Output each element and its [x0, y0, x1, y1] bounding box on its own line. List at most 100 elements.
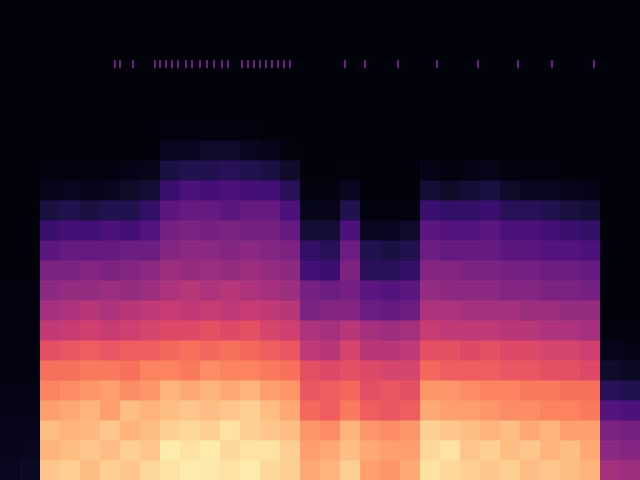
- cell: [480, 280, 501, 301]
- cell: [320, 380, 341, 401]
- cell: [420, 140, 441, 161]
- cell: [400, 160, 421, 181]
- cell: [420, 220, 441, 241]
- cell: [200, 200, 221, 221]
- chart: [0, 0, 640, 480]
- cell: [60, 180, 81, 201]
- cell: [580, 260, 601, 281]
- cell: [160, 140, 181, 161]
- cell: [360, 460, 381, 480]
- cell: [420, 400, 441, 421]
- cell: [280, 400, 301, 421]
- cell: [200, 420, 221, 441]
- cell: [420, 100, 441, 121]
- cell: [40, 400, 61, 421]
- cell: [220, 460, 241, 480]
- cell: [520, 180, 541, 201]
- cell: [360, 220, 381, 241]
- cell: [280, 440, 301, 461]
- cell: [140, 340, 161, 361]
- cell: [520, 440, 541, 461]
- cell: [0, 160, 21, 181]
- cell: [200, 300, 221, 321]
- onset-marker: [191, 60, 193, 68]
- cell: [340, 460, 361, 480]
- cell: [0, 280, 21, 301]
- cell: [60, 20, 81, 41]
- cell: [300, 240, 321, 261]
- cell: [500, 360, 521, 381]
- cell: [520, 260, 541, 281]
- cell: [300, 140, 321, 161]
- cell: [560, 400, 581, 421]
- cell: [440, 300, 461, 321]
- cell: [260, 80, 281, 101]
- cell: [620, 40, 640, 61]
- cell: [300, 300, 321, 321]
- cell: [380, 240, 401, 261]
- cell: [60, 220, 81, 241]
- cell: [260, 180, 281, 201]
- cell: [100, 280, 121, 301]
- cell: [460, 20, 481, 41]
- cell: [400, 100, 421, 121]
- cell: [80, 340, 101, 361]
- cell: [300, 340, 321, 361]
- onset-marker: [364, 60, 366, 68]
- onset-marker: [344, 60, 346, 68]
- cell: [220, 240, 241, 261]
- onset-marker: [265, 60, 267, 68]
- cell: [120, 240, 141, 261]
- cell: [240, 400, 261, 421]
- cell: [540, 180, 561, 201]
- cell: [440, 380, 461, 401]
- cell: [320, 340, 341, 361]
- cell: [120, 100, 141, 121]
- cell: [320, 140, 341, 161]
- cell: [180, 140, 201, 161]
- cell: [160, 20, 181, 41]
- cell: [0, 460, 21, 480]
- cell: [280, 460, 301, 480]
- onset-marker: [593, 60, 595, 68]
- cell: [60, 300, 81, 321]
- cell: [480, 80, 501, 101]
- cell: [120, 200, 141, 221]
- cell: [140, 120, 161, 141]
- cell: [60, 400, 81, 421]
- cell: [40, 300, 61, 321]
- cell: [420, 80, 441, 101]
- cell: [60, 160, 81, 181]
- cell: [60, 140, 81, 161]
- cell: [240, 100, 261, 121]
- onsets: [115, 60, 594, 68]
- cell: [320, 240, 341, 261]
- cells: [0, 0, 640, 480]
- cell: [400, 320, 421, 341]
- cell: [380, 40, 401, 61]
- cell: [240, 240, 261, 261]
- cell: [420, 0, 441, 21]
- cell: [340, 180, 361, 201]
- cell: [340, 200, 361, 221]
- cell: [380, 360, 401, 381]
- cell: [200, 60, 221, 81]
- cell: [580, 60, 601, 81]
- cell: [540, 380, 561, 401]
- cell: [80, 460, 101, 480]
- cell: [520, 200, 541, 221]
- cell: [360, 0, 381, 21]
- onset-marker: [119, 60, 121, 68]
- cell: [240, 320, 261, 341]
- cell: [300, 120, 321, 141]
- cell: [340, 440, 361, 461]
- cell: [540, 160, 561, 181]
- cell: [460, 240, 481, 261]
- cell: [600, 380, 621, 401]
- onset-marker: [247, 60, 249, 68]
- cell: [380, 120, 401, 141]
- cell: [400, 200, 421, 221]
- cell: [20, 60, 41, 81]
- cell: [380, 460, 401, 480]
- cell: [80, 300, 101, 321]
